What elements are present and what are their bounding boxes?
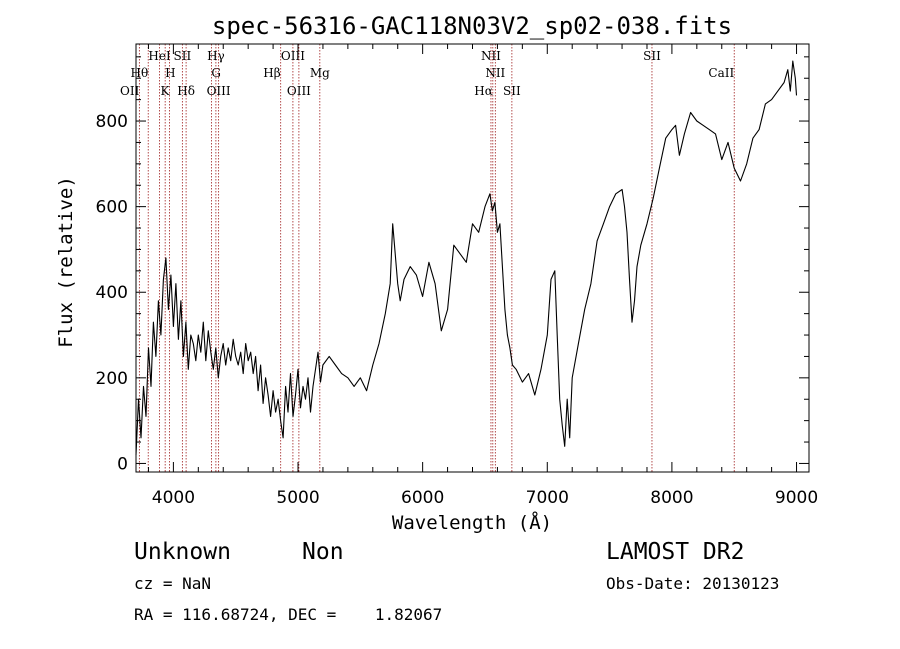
y-tick-label-1: 200 bbox=[96, 369, 128, 389]
spectrum-line bbox=[135, 60, 798, 455]
line-marker-label-13: Mg bbox=[310, 66, 330, 80]
subclass: Non bbox=[302, 539, 344, 565]
y-tick-label-0: 0 bbox=[117, 454, 128, 474]
y-tick-label-3: 600 bbox=[96, 198, 128, 218]
line-marker-label-18: SII bbox=[643, 49, 661, 63]
x-axis-label: Wavelength (Å) bbox=[392, 511, 552, 534]
spectral-line-markers: OIIHθHeIHKSIIHδGHγOIIIHβOIIIOIIIMgNIIHαN… bbox=[120, 44, 735, 472]
line-marker-label-4: K bbox=[161, 84, 171, 98]
redshift-value: cz = NaN bbox=[134, 574, 211, 593]
line-marker-label-3: H bbox=[165, 66, 175, 80]
line-marker-label-8: Hγ bbox=[207, 49, 225, 63]
line-marker-label-15: Hα bbox=[474, 84, 493, 98]
line-marker-label-17: SII bbox=[503, 84, 521, 98]
line-marker-label-11: OIII bbox=[281, 49, 305, 63]
line-marker-label-14: NII bbox=[481, 49, 501, 63]
coordinates: RA = 116.68724, DEC = 1.82067 bbox=[134, 605, 442, 624]
line-marker-label-2: HeI bbox=[148, 49, 171, 63]
class-name: Unknown bbox=[134, 539, 231, 565]
line-marker-label-12: OIII bbox=[287, 84, 311, 98]
plot-frame bbox=[135, 43, 810, 473]
line-marker-label-5: SII bbox=[174, 49, 192, 63]
x-tick-label-1: 5000 bbox=[276, 488, 319, 508]
x-tick-label-4: 8000 bbox=[650, 488, 693, 508]
y-tick-label-4: 800 bbox=[96, 112, 128, 132]
line-marker-label-7: G bbox=[211, 66, 221, 80]
y-axis-label: Flux (relative) bbox=[55, 176, 77, 348]
line-marker-label-16: NII bbox=[485, 66, 505, 80]
line-marker-label-6: Hδ bbox=[177, 84, 195, 98]
plot-axes: 4000 5000 6000 7000 8000 9000 0 200 400 600 800 bbox=[96, 43, 818, 508]
x-tick-label-3: 7000 bbox=[526, 488, 569, 508]
x-tick-label-2: 6000 bbox=[401, 488, 444, 508]
line-marker-label-1: Hθ bbox=[131, 66, 149, 80]
x-tick-label-0: 4000 bbox=[152, 488, 195, 508]
y-tick-label-2: 400 bbox=[96, 283, 128, 303]
line-marker-label-10: Hβ bbox=[263, 66, 280, 80]
survey-name: LAMOST DR2 bbox=[606, 539, 744, 565]
chart-title: spec-56316-GAC118N03V2_sp02-038.fits bbox=[212, 12, 732, 40]
line-marker-label-0: OII bbox=[120, 84, 140, 98]
line-marker-label-9: OIII bbox=[207, 84, 231, 98]
observation-date: Obs-Date: 20130123 bbox=[606, 574, 779, 593]
x-tick-label-5: 9000 bbox=[775, 488, 818, 508]
line-marker-label-19: CaII bbox=[708, 66, 734, 80]
